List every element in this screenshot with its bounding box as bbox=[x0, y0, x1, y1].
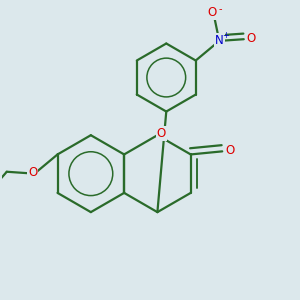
Text: O: O bbox=[247, 32, 256, 45]
Text: O: O bbox=[225, 144, 235, 157]
Text: O: O bbox=[208, 6, 217, 20]
Text: -: - bbox=[219, 4, 222, 14]
Text: N: N bbox=[215, 34, 224, 47]
Text: O: O bbox=[157, 127, 166, 140]
Text: O: O bbox=[28, 166, 37, 179]
Text: +: + bbox=[223, 31, 230, 40]
